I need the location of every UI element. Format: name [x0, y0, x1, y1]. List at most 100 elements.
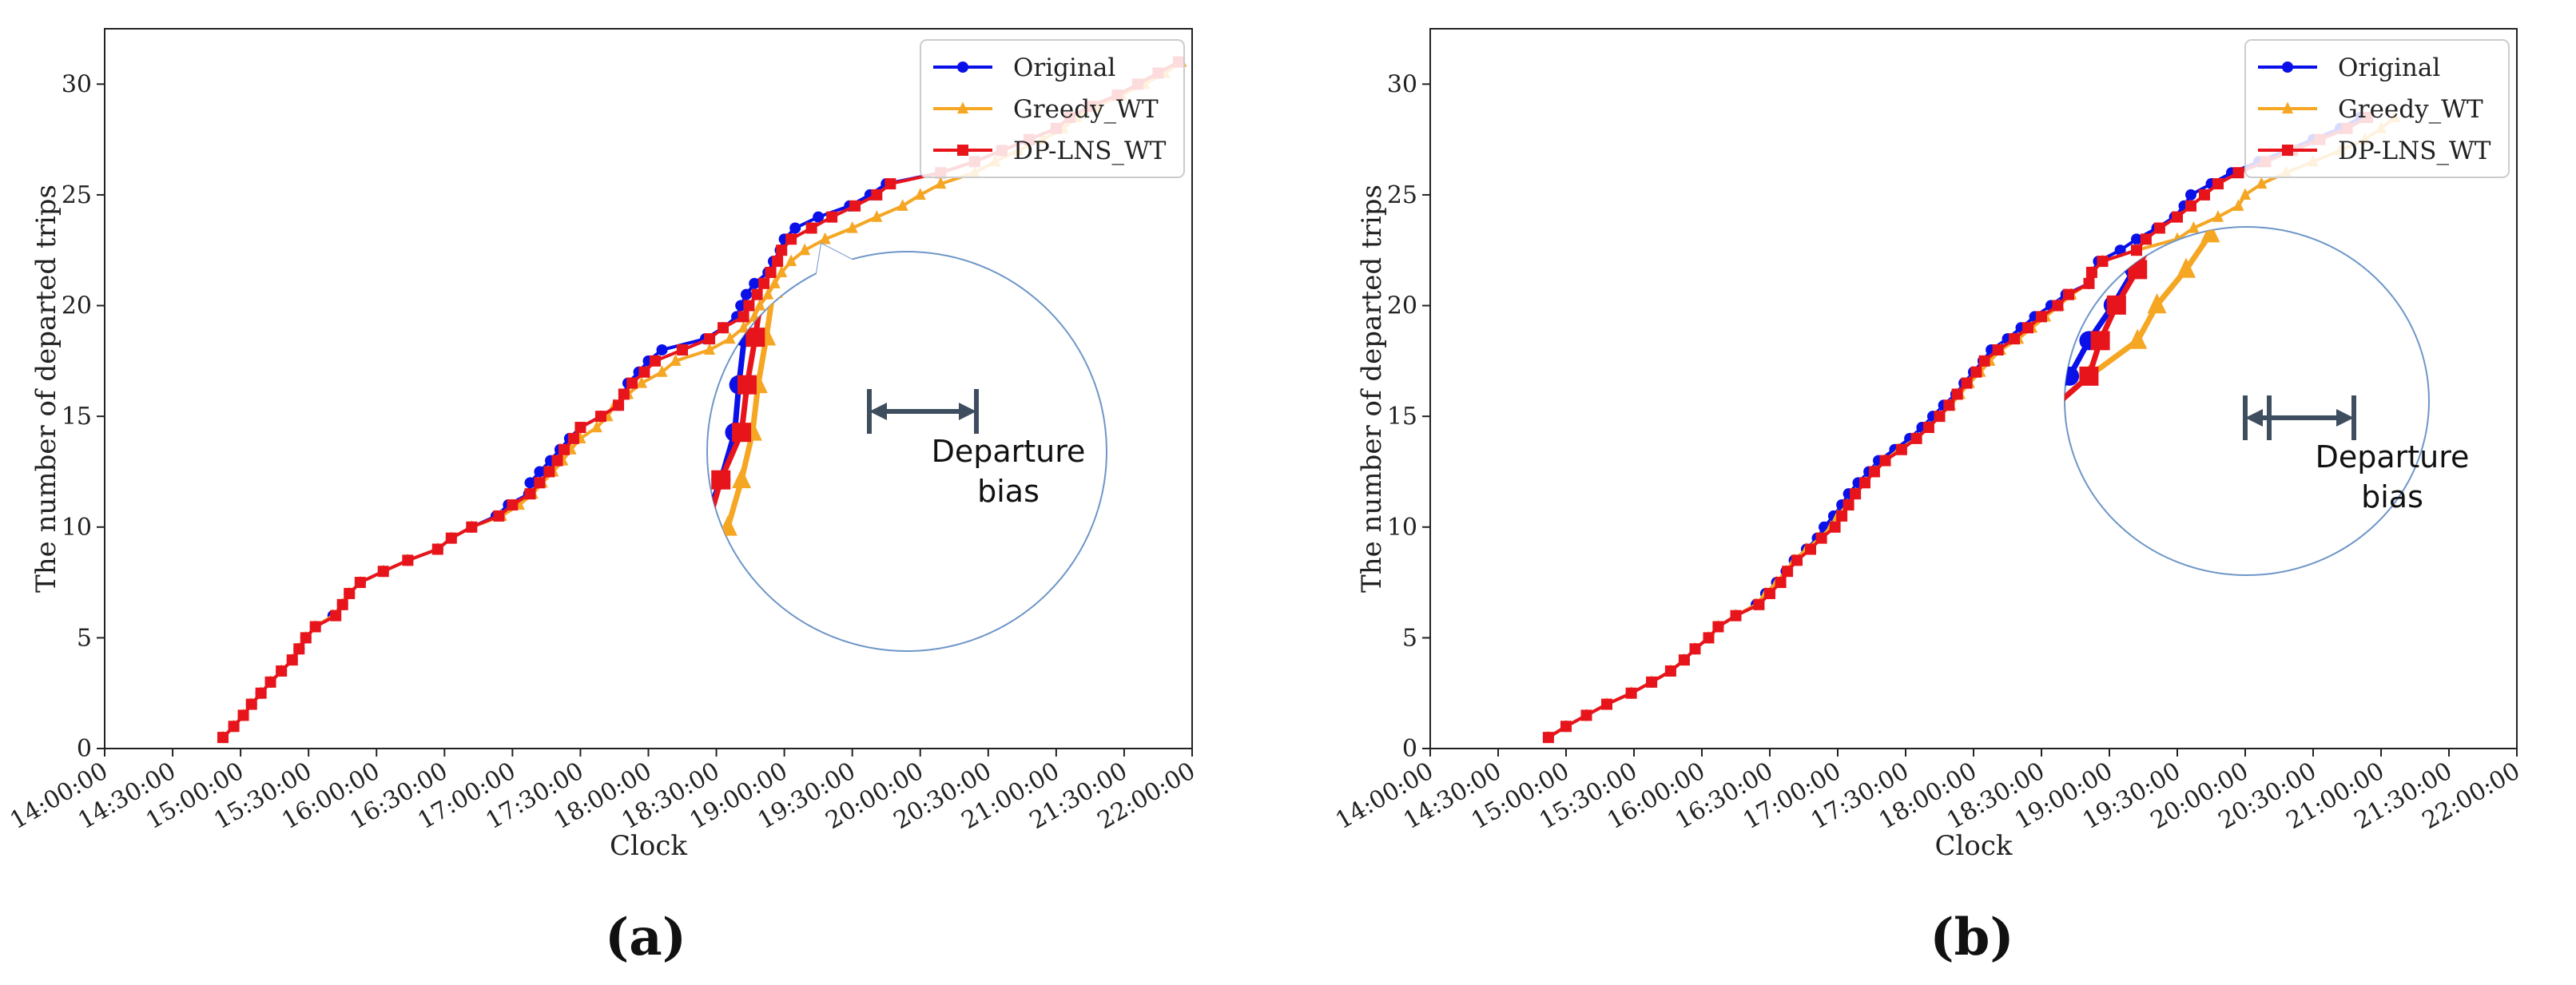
- data-point: [819, 232, 831, 244]
- inset-tail-cover: [2221, 232, 2279, 300]
- series-dp-lns-wt: [1542, 111, 2373, 744]
- data-point: [1703, 632, 1715, 644]
- inset-data-point: [762, 185, 781, 205]
- data-point: [769, 276, 781, 288]
- data-point: [656, 344, 668, 355]
- y-tick-label: 30: [62, 70, 92, 98]
- data-point: [1934, 411, 1946, 423]
- inset-data-point: [2079, 366, 2099, 386]
- data-point: [762, 287, 774, 300]
- data-point: [1782, 566, 1794, 578]
- data-point: [914, 188, 926, 200]
- data-point: [718, 322, 729, 334]
- data-point: [737, 311, 749, 323]
- legend-swatch-marker: [2282, 145, 2293, 156]
- annotation-bias: bias: [2361, 479, 2423, 514]
- data-point: [2131, 244, 2142, 256]
- x-axis-label: Clock: [610, 830, 687, 862]
- inset-data-point: [707, 562, 717, 584]
- data-point: [1922, 422, 1934, 434]
- inset-data-point: [2022, 471, 2041, 491]
- inset-data-point: [2026, 438, 2045, 457]
- data-point: [1560, 721, 1572, 733]
- inset-data-point: [757, 232, 776, 252]
- legend-entry: Original: [2338, 54, 2440, 82]
- data-point: [2131, 233, 2142, 245]
- data-point: [704, 333, 716, 345]
- y-tick-label: 5: [1402, 624, 1417, 652]
- data-point: [776, 265, 788, 278]
- y-tick-label: 10: [1387, 514, 1417, 542]
- inset-data-point: [745, 328, 765, 348]
- data-point: [2240, 188, 2251, 200]
- inset-data-point: [2147, 292, 2167, 314]
- chart-panel-b: 05101520253014:00:0014:30:0015:00:0015:3…: [1331, 28, 2525, 967]
- departure-bias-arrow: [867, 389, 979, 434]
- inset-data-point: [2169, 153, 2188, 173]
- data-point: [724, 332, 736, 344]
- annotation-departure: Departure: [2316, 439, 2470, 475]
- data-point: [2022, 322, 2033, 334]
- data-point: [245, 698, 257, 710]
- data-point: [751, 288, 763, 300]
- inset-data-point: [670, 566, 690, 585]
- data-point: [2212, 178, 2224, 190]
- data-point: [1895, 443, 1907, 455]
- y-tick-label: 25: [1387, 181, 1417, 209]
- data-point: [754, 298, 766, 311]
- inset-data-point: [737, 375, 757, 395]
- inset-data-point: [663, 610, 682, 630]
- annotation-bias: bias: [977, 474, 1040, 509]
- legend-swatch-marker: [957, 145, 968, 156]
- legend-entry: DP-LNS_WT: [2338, 137, 2491, 165]
- data-point: [1580, 709, 1592, 721]
- data-point: [785, 233, 797, 245]
- data-point: [2083, 277, 2095, 289]
- inset-bubble: [706, 251, 1107, 652]
- data-point: [336, 598, 348, 610]
- data-point: [2232, 167, 2244, 179]
- data-point: [670, 354, 682, 366]
- data-point: [507, 499, 519, 511]
- data-point: [765, 266, 777, 278]
- inset-series-line: [2065, 227, 2240, 483]
- data-point: [813, 211, 825, 223]
- data-point: [871, 209, 883, 222]
- legend-swatch-marker: [2282, 62, 2293, 73]
- data-point: [2212, 209, 2224, 222]
- data-point: [1961, 377, 1973, 389]
- data-point: [574, 422, 586, 434]
- y-tick-label: 20: [62, 292, 92, 320]
- data-point: [228, 721, 240, 733]
- annotation-departure: Departure: [932, 434, 1086, 469]
- legend-swatch-marker: [2282, 101, 2293, 114]
- inset-data-point: [2022, 473, 2041, 492]
- inset-data-point: [2106, 295, 2126, 315]
- data-point: [805, 222, 817, 234]
- inset-series-group: [2022, 153, 2240, 492]
- panel-label: (b): [1930, 908, 2013, 967]
- y-axis-label: The number of departed trips: [1356, 185, 1388, 593]
- data-point: [2052, 300, 2064, 312]
- data-point: [524, 488, 536, 500]
- data-point: [2153, 222, 2165, 234]
- legend-box: [2244, 39, 2510, 178]
- inset-data-point: [2128, 328, 2148, 349]
- data-point: [1829, 521, 1841, 533]
- y-tick-label: 5: [77, 624, 92, 652]
- data-point: [286, 654, 298, 666]
- data-point: [330, 610, 342, 622]
- data-point: [1753, 598, 1765, 610]
- y-tick-label: 15: [62, 403, 92, 431]
- data-point: [1775, 577, 1787, 589]
- y-tick-label: 20: [1387, 292, 1417, 320]
- data-point: [255, 687, 267, 699]
- data-point: [613, 399, 625, 411]
- data-point: [309, 621, 321, 633]
- inset-data-point: [2034, 402, 2053, 421]
- data-point: [590, 420, 602, 433]
- legend-entry: Greedy_WT: [1013, 95, 1159, 124]
- data-point: [2097, 256, 2109, 268]
- inset-data-point: [780, 183, 799, 203]
